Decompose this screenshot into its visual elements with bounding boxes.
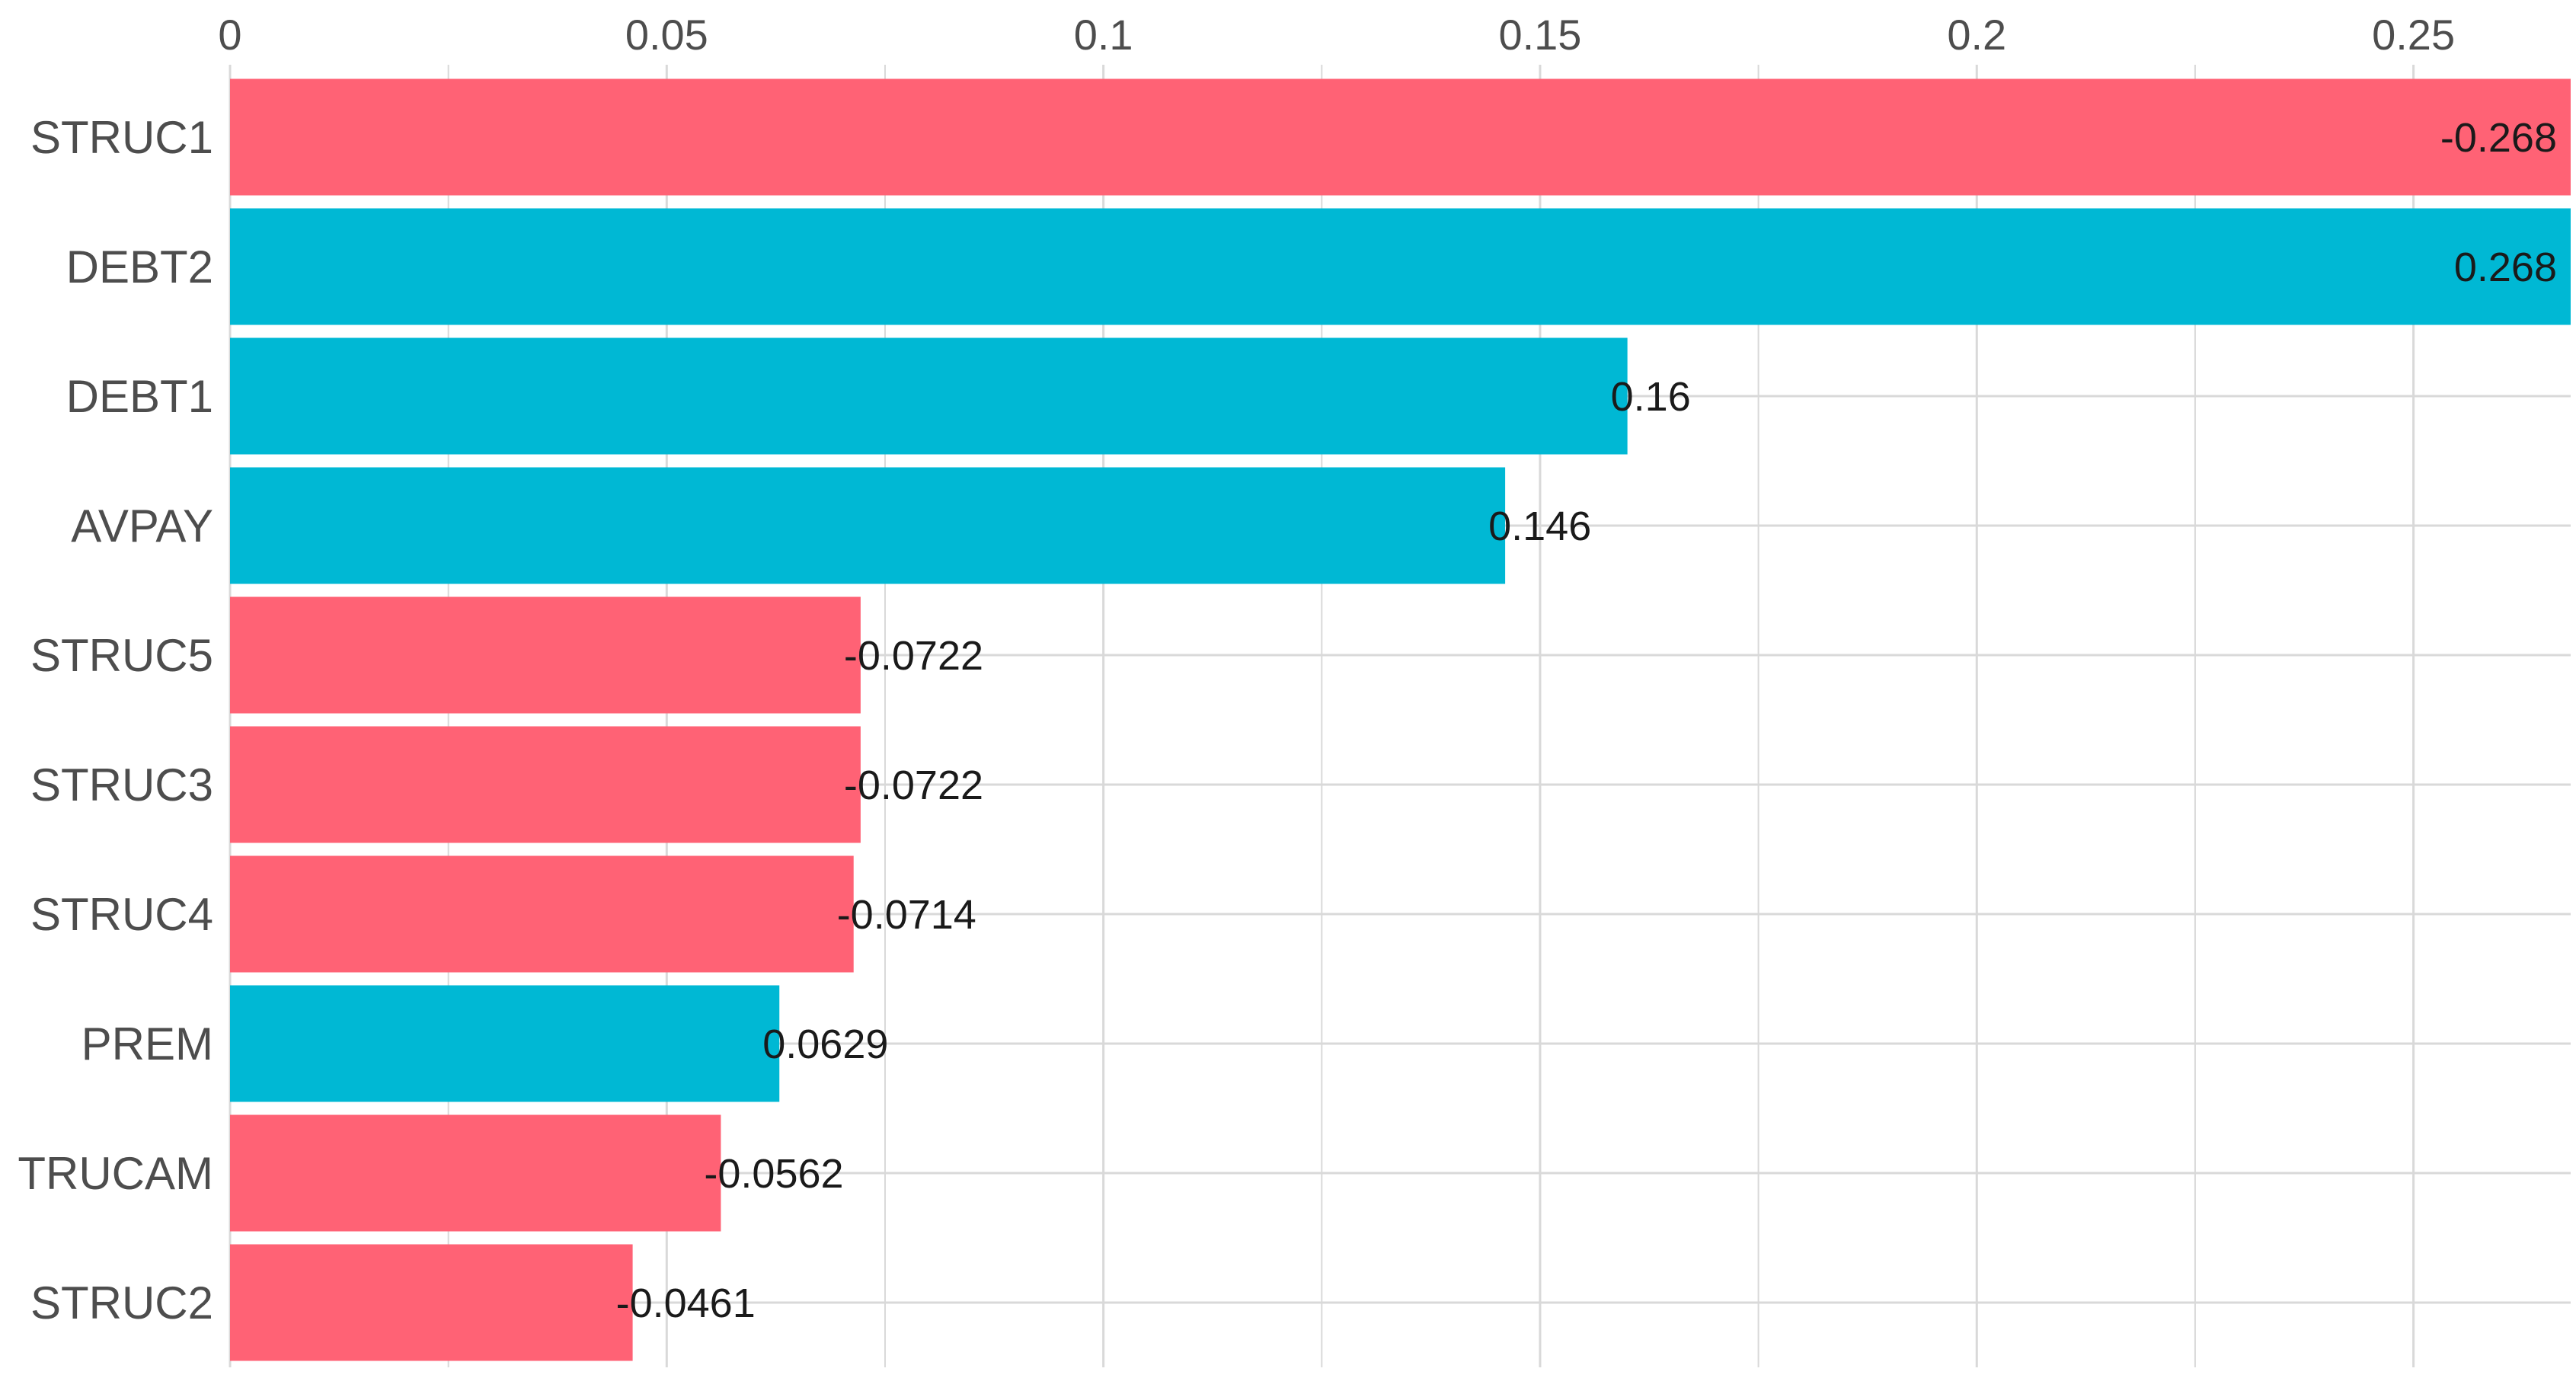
value-label: 0.16 [1611,374,1691,420]
tick-label-layer: 0 0.05 0.1 0.15 0.2 0.25 [218,11,2455,59]
x-tick-label: 0.15 [1498,11,1581,59]
x-tick-label: 0.1 [1074,11,1133,59]
value-label: -0.0722 [844,633,983,679]
bar-prem [230,985,780,1102]
x-tick-label: 0.25 [2372,11,2455,59]
category-label-layer: STRUC1 DEBT2 DEBT1 AVPAY STRUC5 STRUC3 STRUC4 P… [18,112,213,1328]
y-category-label: TRUCAM [18,1148,213,1199]
value-label-layer: -0.268 0.268 0.16 0.146 -0.0722 -0.0722 -0.071… [616,115,2557,1326]
y-category-label: STRUC1 [30,112,213,163]
y-category-label: STRUC4 [30,889,213,940]
x-tick-label: 0.05 [625,11,708,59]
value-label: -0.268 [2440,115,2557,161]
value-label: 0.0629 [762,1022,888,1067]
bar-debt1 [230,337,1628,455]
value-label: -0.0722 [844,763,983,808]
bar-struc2 [230,1244,633,1361]
y-category-label: AVPAY [71,500,213,552]
bar-avpay [230,467,1506,584]
bar-struc3 [230,726,861,843]
y-category-label: STRUC5 [30,630,213,681]
bar-struc5 [230,596,861,714]
value-label: -0.0562 [704,1151,843,1197]
value-label: -0.0714 [837,892,976,938]
y-category-label: DEBT1 [66,371,213,422]
x-tick-label: 0 [218,11,241,59]
value-label: -0.0461 [616,1280,756,1326]
y-category-label: STRUC3 [30,759,213,810]
bar-debt2 [230,208,2571,325]
y-category-label: STRUC2 [30,1277,213,1328]
value-label: 0.268 [2454,245,2557,290]
x-tick-label: 0.2 [1947,11,2006,59]
value-label: 0.146 [1488,504,1591,549]
bar-trucam [230,1114,721,1232]
bar-struc1 [230,78,2571,196]
bar-struc4 [230,855,854,973]
bar-layer [230,78,2571,1361]
y-category-label: PREM [81,1018,213,1069]
y-category-label: DEBT2 [66,241,213,293]
